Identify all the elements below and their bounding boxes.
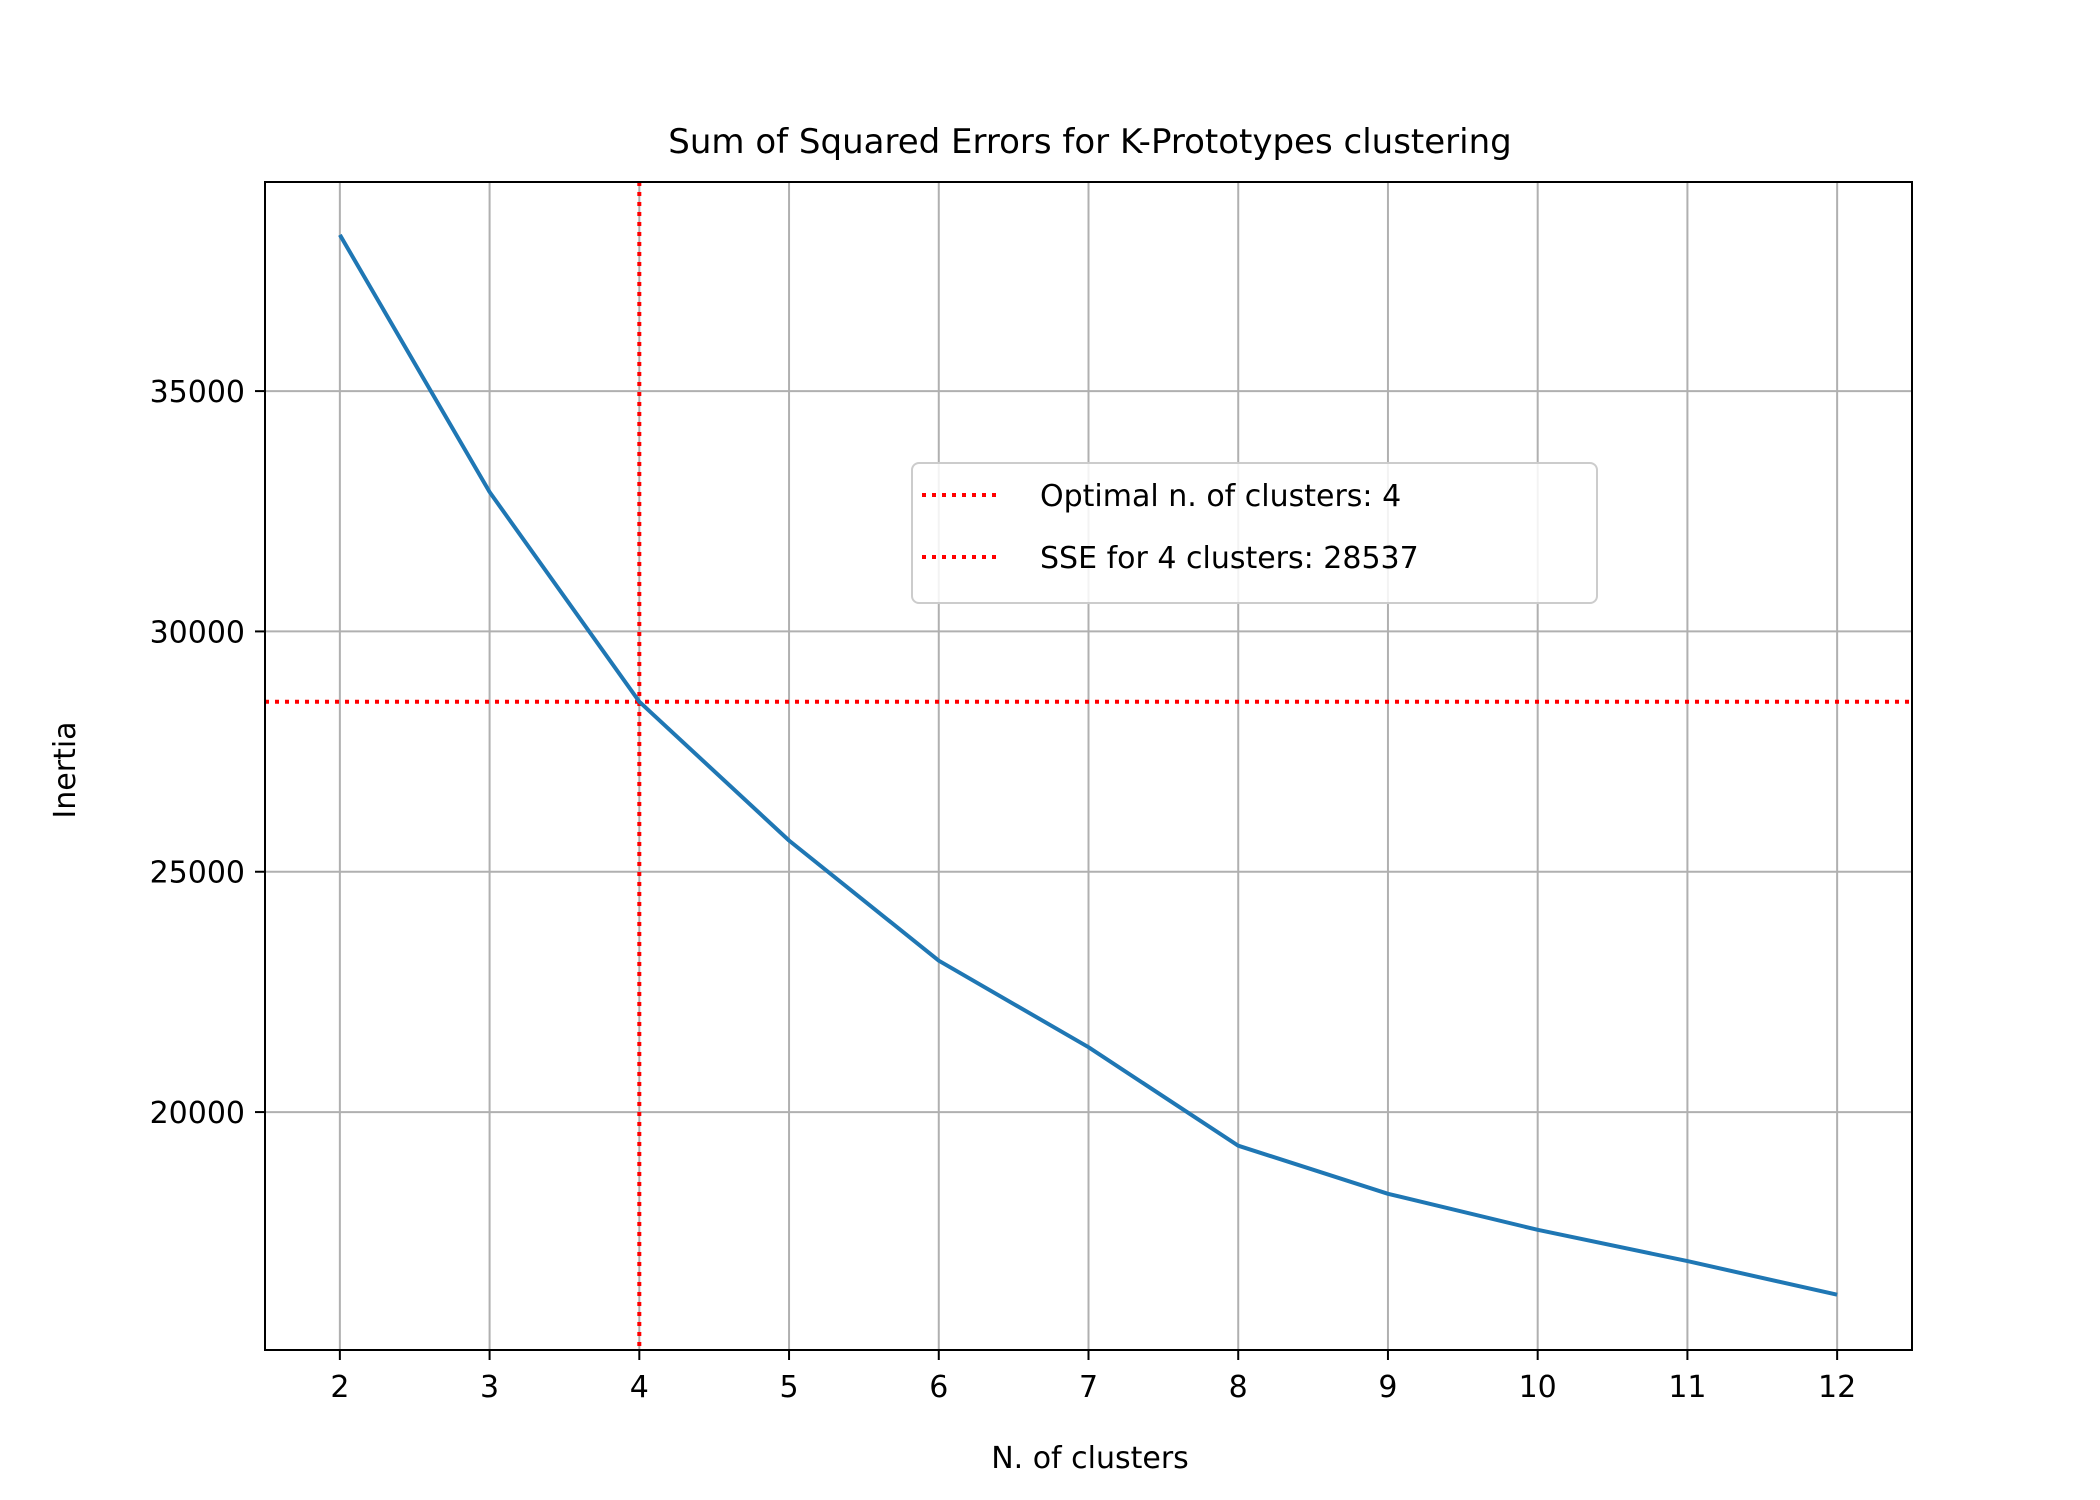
y-tick-label: 25000 (150, 856, 245, 891)
y-tick-label: 30000 (150, 615, 245, 650)
chart-title: Sum of Squared Errors for K-Prototypes c… (668, 122, 1511, 162)
x-tick-label: 2 (330, 1370, 349, 1405)
legend-box (911, 462, 1598, 604)
x-tick-label: 8 (1229, 1370, 1248, 1405)
x-tick-label: 12 (1818, 1370, 1856, 1405)
x-tick-label: 4 (630, 1370, 649, 1405)
x-tick-label: 6 (929, 1370, 948, 1405)
x-tick-label: 11 (1668, 1370, 1706, 1405)
x-axis-ticks: 2 3 4 5 6 7 8 9 10 11 12 (330, 1350, 1856, 1405)
grid (265, 182, 1912, 1350)
y-axis-label: Inertia (48, 721, 83, 818)
legend: Optimal n. of clusters: 4 SSE for 4 clust… (911, 462, 1598, 604)
legend-entries: Optimal n. of clusters: 4 SSE for 4 clust… (922, 479, 1419, 576)
legend-label: SSE for 4 clusters: 28537 (1040, 541, 1419, 576)
x-tick-label: 10 (1519, 1370, 1557, 1405)
x-tick-label: 9 (1378, 1370, 1397, 1405)
legend-label: Optimal n. of clusters: 4 (1040, 479, 1401, 514)
x-tick-label: 7 (1079, 1370, 1098, 1405)
y-tick-label: 20000 (150, 1096, 245, 1131)
x-tick-label: 5 (779, 1370, 798, 1405)
y-tick-label: 35000 (150, 375, 245, 410)
reference-lines (265, 182, 1912, 1350)
series-line (338, 233, 1838, 1297)
x-tick-label: 3 (480, 1370, 499, 1405)
series (338, 233, 1838, 1297)
x-axis-label: N. of clusters (991, 1441, 1189, 1476)
y-axis-ticks: 20000 25000 30000 35000 (150, 375, 265, 1131)
